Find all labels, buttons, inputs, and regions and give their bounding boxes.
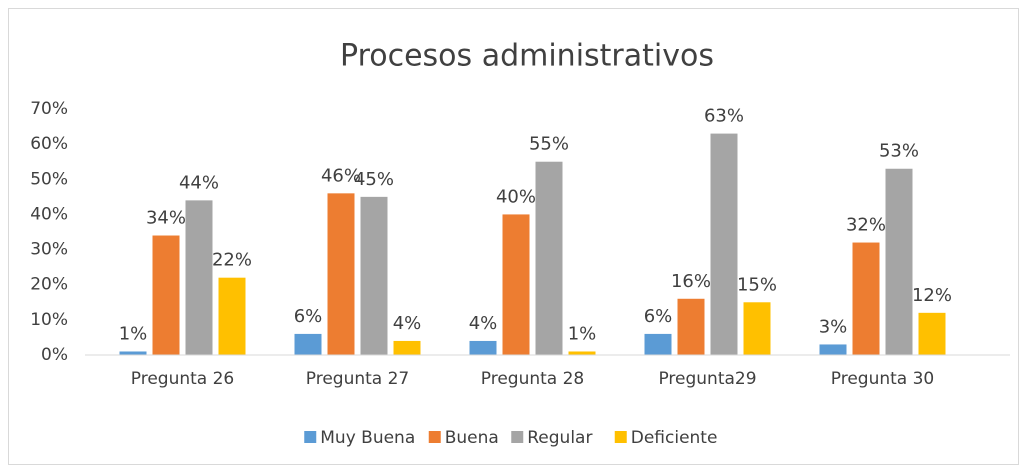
legend-swatch [511,431,524,443]
x-tick-label: Pregunta29 [658,369,756,389]
y-tick-label: 30% [30,240,68,260]
bar [852,242,880,355]
bar [294,333,322,355]
data-label: 46% [321,165,361,186]
bar [885,168,913,355]
y-tick-label: 70% [30,99,68,119]
data-label: 40% [496,186,536,207]
y-tick-label: 0% [41,345,68,365]
bar [152,235,180,355]
y-tick-label: 40% [30,204,68,224]
bar [469,340,497,355]
legend-label: Muy Buena [320,428,415,448]
bar [644,333,672,355]
bar [568,351,596,355]
y-tick-label: 50% [30,169,68,189]
x-tick-label: Pregunta 30 [831,369,935,389]
bar [918,312,946,355]
data-label: 4% [393,313,422,334]
data-label: 34% [146,208,186,229]
y-tick-label: 10% [30,310,68,330]
legend-swatch [614,431,627,443]
y-tick-label: 20% [30,275,68,295]
data-label: 6% [644,306,673,327]
legend-label: Regular [527,428,592,448]
legend-swatch [428,431,441,443]
data-label: 1% [568,323,597,344]
data-label: 16% [671,271,711,292]
x-tick-label: Pregunta 27 [306,369,410,389]
legend-swatch [304,431,317,443]
bar [360,196,388,355]
data-label: 6% [294,306,323,327]
bar [185,200,213,355]
legend-label: Buena [445,428,499,448]
data-label: 53% [879,141,919,162]
bar [535,161,563,355]
data-label: 55% [529,134,569,155]
data-label: 22% [212,250,252,271]
bar [393,340,421,355]
bar [710,133,738,355]
data-label: 45% [354,169,394,190]
bar [119,351,147,355]
data-label: 44% [179,172,219,193]
data-label: 1% [119,323,148,344]
bar [677,298,705,355]
chart-title: Procesos administrativos [340,39,714,74]
bar [218,277,246,355]
y-tick-label: 60% [30,134,68,154]
data-label: 15% [737,274,777,295]
x-tick-label: Pregunta 28 [481,369,585,389]
data-label: 12% [912,285,952,306]
data-label: 32% [846,215,886,236]
bar [502,214,530,355]
x-tick-label: Pregunta 26 [131,369,235,389]
data-label: 4% [469,313,498,334]
bar [819,344,847,355]
data-label: 3% [819,316,848,337]
legend-label: Deficiente [631,428,718,448]
bar [327,193,355,355]
data-label: 63% [704,106,744,127]
bar [743,302,771,355]
